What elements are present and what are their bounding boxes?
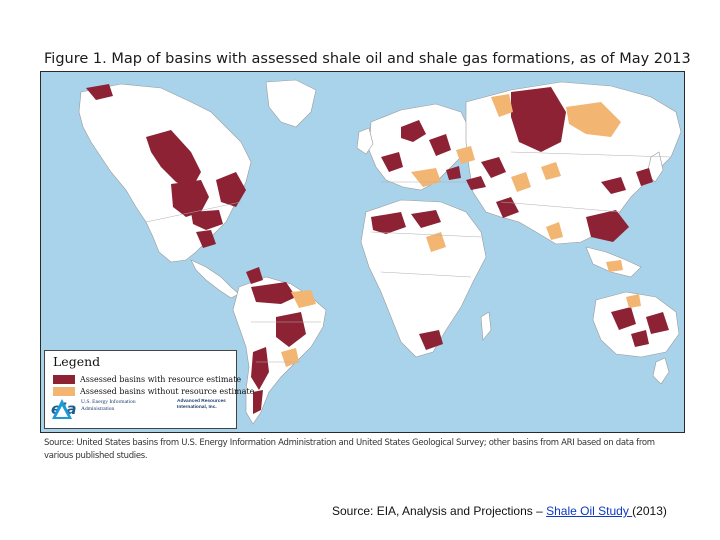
africa (360, 199, 487, 358)
basin-black-sea (446, 166, 461, 180)
basin-poland (429, 134, 451, 156)
basin-north-africa-west (371, 212, 406, 234)
world-map: Legend Assessed basins with resource est… (40, 71, 685, 433)
greenland (265, 79, 317, 128)
footer-prefix: Source: EIA, Analysis and Projections – (332, 504, 547, 518)
figure-title: Figure 1. Map of basins with assessed sh… (44, 51, 691, 67)
basin-india (546, 222, 563, 240)
madagascar (480, 311, 492, 341)
basin-australia-south (631, 330, 649, 347)
basin-australia-east (646, 312, 669, 334)
basin-russia-west-siberia (511, 87, 566, 152)
basin-alaska (86, 84, 113, 100)
map-legend: Legend Assessed basins with resource est… (44, 350, 254, 429)
basin-central-asia (541, 162, 561, 180)
basin-us-south (191, 210, 223, 230)
basins-without-estimate (281, 94, 641, 367)
country-borders (145, 151, 672, 363)
basin-australia-north (626, 294, 641, 308)
basin-sudan (426, 232, 446, 252)
legend-logos: eia U.S. Energy Information Administrati… (51, 398, 231, 425)
ari-name: Advanced Resources International, Inc. (177, 399, 226, 410)
basin-china-sichuan (586, 210, 629, 242)
united-kingdom (356, 127, 374, 155)
footer-suffix: (2013) (632, 504, 667, 518)
legend-swatch-dark-red (53, 375, 75, 384)
basin-south-africa (419, 330, 443, 350)
basin-australia-west (611, 307, 636, 330)
legend-swatch-orange (53, 387, 75, 396)
basin-ukraine (456, 146, 475, 164)
basin-europe-west (381, 152, 403, 172)
basin-us-east (216, 172, 246, 207)
basins-with-estimate (86, 84, 669, 414)
basin-turkey (466, 176, 486, 190)
australia (592, 291, 680, 358)
shale-oil-study-link[interactable]: Shale Oil Study (546, 504, 633, 518)
eia-agency-name: U.S. Energy Information Administration (81, 399, 136, 412)
basin-north-africa-east (411, 210, 441, 228)
ari-logo-icon (52, 399, 72, 419)
basin-us-plains (171, 180, 209, 217)
basin-siberia-north (491, 94, 513, 117)
legend-title: Legend (53, 354, 101, 369)
basin-middle-east (511, 172, 531, 192)
basin-europe-north (401, 120, 426, 142)
basin-south-america-north (251, 282, 296, 304)
basin-caspian (481, 157, 506, 178)
legend-item-with-estimate: Assessed basins with resource estimate (53, 375, 241, 384)
legend-label: Assessed basins with resource estimate (80, 375, 242, 384)
basin-china-north (601, 177, 626, 194)
basin-argentina (251, 347, 269, 390)
legend-item-without-estimate: Assessed basins without resource estimat… (53, 387, 254, 396)
footer-source: Source: EIA, Analysis and Projections – … (332, 504, 667, 518)
basin-colombia (246, 267, 263, 284)
basin-mexico (196, 230, 216, 248)
basin-brazil-east (291, 290, 316, 308)
basin-indonesia (606, 260, 623, 272)
basin-brazil-parana (276, 312, 306, 347)
central-america (190, 259, 240, 299)
new-zealand (652, 357, 670, 385)
basin-mongolia (636, 168, 653, 186)
legend-label: Assessed basins without resource estimat… (80, 387, 255, 396)
world-map-svg (78, 79, 682, 425)
north-america (78, 83, 252, 263)
basin-western-canada (146, 130, 201, 190)
basin-east-siberia (566, 102, 621, 137)
source-note: Source: United States basins from U.S. E… (44, 438, 655, 461)
basin-patagonia (253, 390, 263, 414)
